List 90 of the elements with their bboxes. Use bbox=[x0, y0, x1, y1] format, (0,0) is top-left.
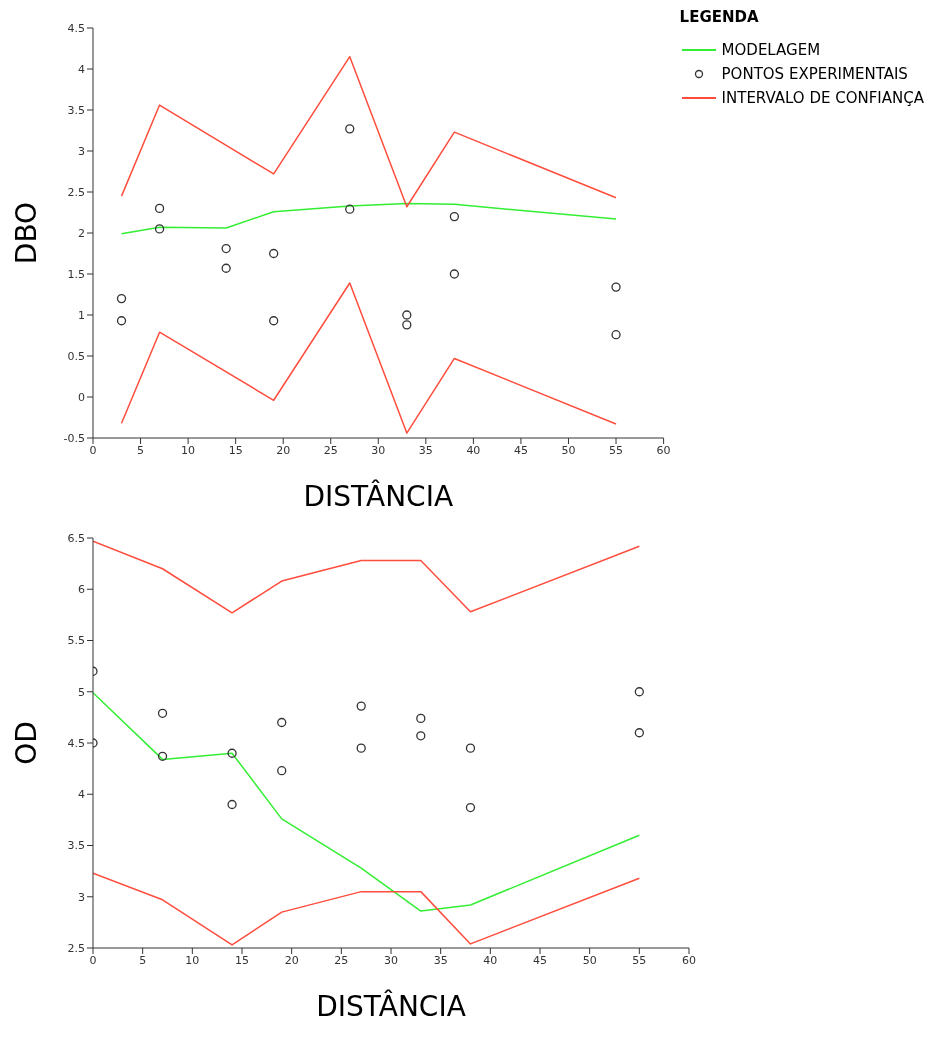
point bbox=[221, 243, 231, 254]
x-axis-title: DISTÂNCIA bbox=[316, 989, 466, 1023]
line-series bbox=[120, 282, 617, 434]
point bbox=[356, 701, 366, 711]
y-tick-label: 3.5 bbox=[67, 103, 85, 117]
point bbox=[449, 211, 460, 222]
x-tick-label: 20 bbox=[276, 443, 291, 457]
y-tick-label: 3 bbox=[78, 144, 85, 158]
point bbox=[345, 124, 355, 134]
point bbox=[416, 731, 426, 741]
line-series bbox=[120, 202, 617, 235]
line-series bbox=[93, 540, 641, 614]
legend-title: LEGENDA bbox=[679, 8, 760, 26]
line-series bbox=[93, 692, 641, 912]
x-tick-label: 20 bbox=[284, 953, 299, 967]
x-tick-label: 45 bbox=[533, 953, 547, 967]
point bbox=[269, 248, 279, 259]
x-tick-label: 35 bbox=[433, 953, 448, 967]
y-axis-title: DBO bbox=[9, 201, 43, 265]
y-tick-label: 6.5 bbox=[67, 531, 85, 545]
legend-label: INTERVALO DE CONFIANÇA bbox=[721, 89, 924, 107]
legend-label: PONTOS EXPERIMENTAIS bbox=[721, 65, 908, 83]
y-tick-label: 3 bbox=[78, 890, 85, 904]
point bbox=[277, 766, 287, 776]
x-tick-label: 15 bbox=[235, 953, 249, 967]
point bbox=[416, 713, 426, 724]
y-tick-label: 4 bbox=[78, 62, 85, 76]
point bbox=[345, 204, 355, 214]
point bbox=[356, 743, 366, 753]
point bbox=[465, 743, 476, 753]
point bbox=[157, 708, 168, 718]
x-tick-label: 60 bbox=[656, 443, 671, 457]
y-tick-label: 0.5 bbox=[67, 349, 85, 363]
x-tick-label: 30 bbox=[371, 443, 386, 457]
y-tick-label: 4.5 bbox=[67, 736, 85, 750]
x-tick-label: 55 bbox=[609, 443, 624, 457]
point bbox=[227, 748, 237, 758]
point bbox=[634, 687, 644, 697]
x-tick-label: 5 bbox=[137, 443, 145, 457]
point bbox=[227, 799, 237, 810]
y-tick-label: -0.5 bbox=[63, 431, 85, 445]
y-tick-label: 5.5 bbox=[67, 634, 85, 648]
x-tick-label: 10 bbox=[181, 443, 196, 457]
point bbox=[634, 728, 644, 738]
point bbox=[154, 203, 165, 214]
x-axis-title: DISTÂNCIA bbox=[303, 479, 454, 513]
y-tick-label: 4 bbox=[78, 788, 85, 802]
y-tick-label: 1.5 bbox=[67, 267, 85, 281]
x-tick-label: 45 bbox=[513, 443, 528, 457]
x-tick-label: 25 bbox=[323, 443, 338, 457]
x-tick-label: 55 bbox=[632, 953, 647, 967]
x-tick-label: 0 bbox=[89, 443, 97, 457]
point bbox=[611, 330, 621, 340]
line-series bbox=[120, 55, 617, 208]
x-tick-label: 15 bbox=[228, 443, 243, 457]
point bbox=[449, 269, 460, 279]
y-tick-label: 0 bbox=[78, 390, 85, 404]
x-tick-label: 0 bbox=[89, 953, 97, 967]
point bbox=[402, 310, 412, 320]
line-series bbox=[93, 872, 641, 946]
point bbox=[611, 282, 621, 292]
x-tick-label: 50 bbox=[582, 953, 597, 967]
x-tick-label: 10 bbox=[185, 953, 200, 967]
y-tick-label: 2.5 bbox=[67, 185, 85, 199]
y-tick-label: 6 bbox=[78, 583, 85, 597]
point bbox=[402, 320, 412, 330]
y-tick-label: 3.5 bbox=[67, 839, 85, 853]
y-tick-label: 2 bbox=[78, 226, 85, 240]
point bbox=[221, 263, 231, 273]
x-tick-label: 25 bbox=[334, 953, 349, 967]
y-tick-label: 2.5 bbox=[67, 941, 85, 955]
x-tick-label: 40 bbox=[466, 443, 481, 457]
x-tick-label: 30 bbox=[384, 953, 398, 967]
y-tick-label: 4.5 bbox=[67, 21, 85, 35]
point bbox=[277, 717, 287, 728]
x-tick-label: 35 bbox=[418, 443, 433, 457]
x-tick-label: 60 bbox=[682, 953, 696, 967]
x-tick-label: 5 bbox=[139, 953, 147, 967]
point bbox=[154, 224, 165, 234]
point bbox=[116, 316, 127, 326]
point bbox=[116, 293, 127, 304]
y-tick-label: 5 bbox=[78, 685, 85, 699]
point bbox=[465, 802, 476, 813]
x-tick-label: 50 bbox=[561, 443, 576, 457]
x-tick-label: 40 bbox=[483, 953, 498, 967]
point bbox=[157, 751, 168, 761]
legend-label: MODELAGEM bbox=[721, 41, 821, 59]
point bbox=[269, 316, 279, 326]
y-tick-label: 1 bbox=[78, 308, 85, 322]
y-axis-title: OD bbox=[9, 721, 43, 765]
